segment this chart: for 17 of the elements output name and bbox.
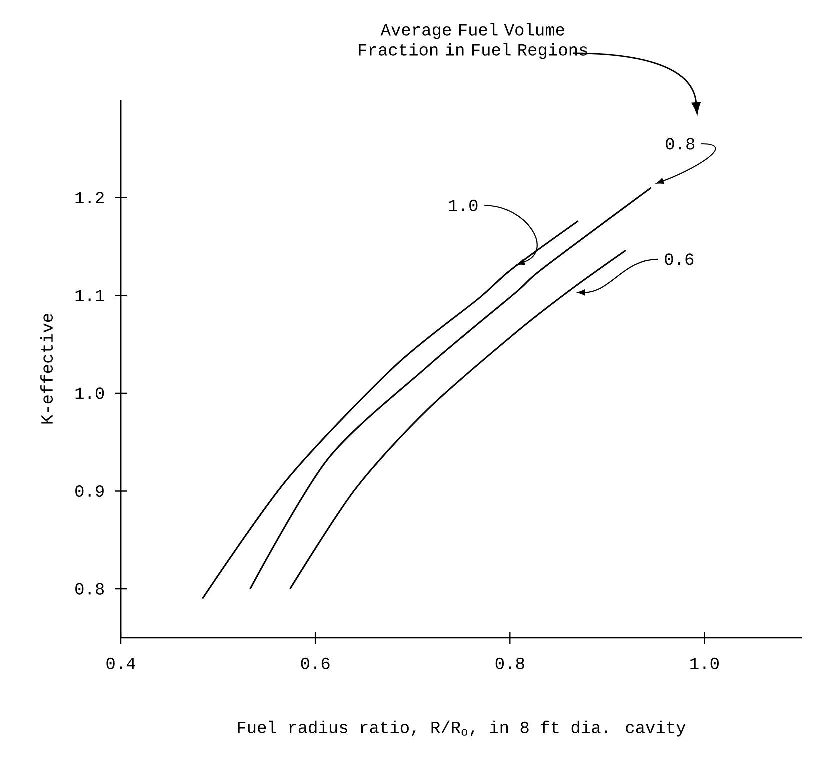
line-series (250, 187, 652, 590)
x-axis-title: Fuel radius ratio, R/R$_{o}$, in 8 ft dia. cavity (238, 720, 686, 737)
text: 0.6 (665, 254, 694, 266)
x-tick-label: 0.4 (106, 658, 136, 670)
line-series (289, 250, 627, 590)
y-tick-label: 0.8 (76, 583, 104, 595)
y-tick-label: 1.0 (76, 388, 104, 400)
y-tick-label: 1.1 (76, 290, 104, 302)
x-tick-label: 0.8 (496, 658, 524, 670)
text: 0.8 (666, 138, 695, 150)
y-tick-label: 1.2 (76, 192, 104, 204)
x-tick-label: 1.0 (690, 658, 719, 670)
y-axis-title: K-effective (40, 314, 54, 424)
text: 1.0 (449, 200, 478, 212)
x-tick-label: 0.6 (301, 658, 330, 670)
legend-title: Average Fuel Volume Fraction in Fuel Regions (359, 23, 588, 60)
y-tick-label: 0.9 (76, 485, 104, 498)
